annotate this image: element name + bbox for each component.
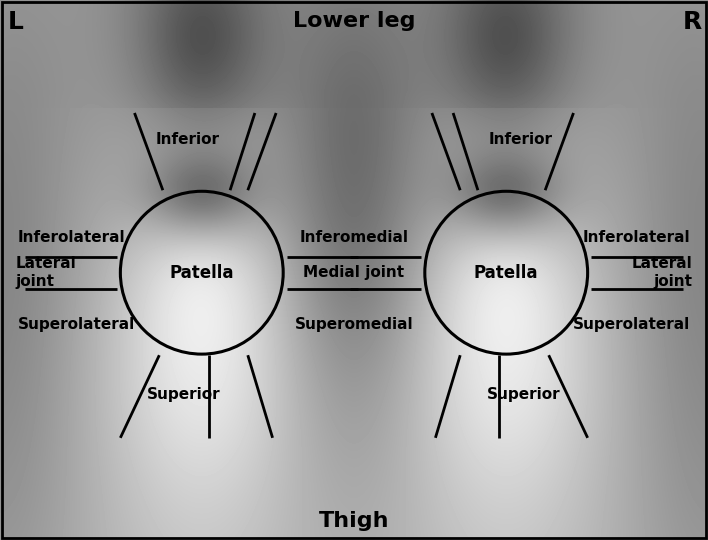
Text: Superior: Superior xyxy=(147,387,221,402)
Text: Inferomedial: Inferomedial xyxy=(299,230,409,245)
Text: Thigh: Thigh xyxy=(319,511,389,531)
Text: Inferior: Inferior xyxy=(489,132,552,147)
Text: Patella: Patella xyxy=(169,264,234,282)
Text: Patella: Patella xyxy=(474,264,539,282)
Text: Lateral
joint: Lateral joint xyxy=(16,256,76,289)
Text: L: L xyxy=(8,10,23,33)
Text: Superolateral: Superolateral xyxy=(573,316,690,332)
Text: Lateral
joint: Lateral joint xyxy=(632,256,692,289)
Text: Inferolateral: Inferolateral xyxy=(18,230,125,245)
Text: Inferolateral: Inferolateral xyxy=(583,230,690,245)
Text: Lower leg: Lower leg xyxy=(292,10,416,31)
Text: Superomedial: Superomedial xyxy=(295,316,413,332)
Text: R: R xyxy=(683,10,702,33)
Text: Medial joint: Medial joint xyxy=(304,265,404,280)
Text: Superolateral: Superolateral xyxy=(18,316,135,332)
Text: Superior: Superior xyxy=(487,387,561,402)
Text: Inferior: Inferior xyxy=(156,132,219,147)
